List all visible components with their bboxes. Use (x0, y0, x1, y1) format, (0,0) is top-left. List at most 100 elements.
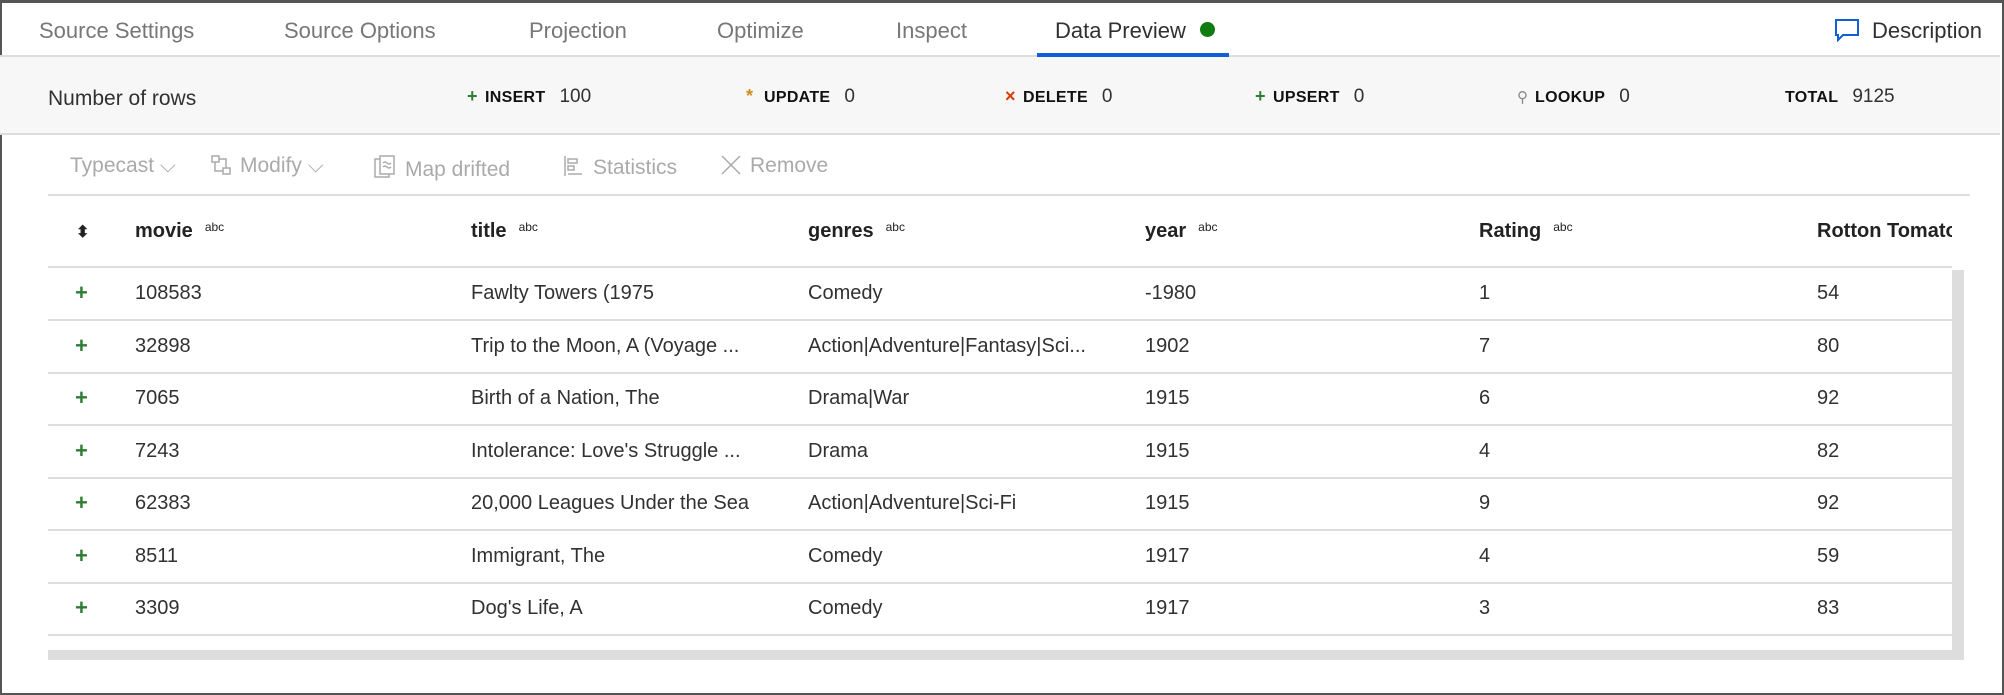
table-row[interactable]: +32898 Trip to the Moon, A (Voyage ... Act… (48, 321, 1952, 374)
modify-button[interactable]: Modify ⌵ (210, 154, 324, 178)
cell-title: Intolerance: Love's Struggle ... (471, 439, 741, 462)
statistics-label: Statistics (593, 156, 678, 179)
cell-movie: 7065 (135, 387, 180, 409)
cell-rating: 6 (1479, 387, 1491, 409)
stat-name: UPDATE (764, 89, 831, 106)
map-drifted-button[interactable]: Map drifted (373, 154, 510, 182)
cell-year: 1917 (1145, 544, 1190, 567)
stat-value: 0 (1619, 86, 1630, 107)
tab-bar: Source Settings Source Options Projectio… (0, 0, 2000, 57)
map-drifted-icon (374, 155, 395, 178)
statistics-icon (564, 156, 582, 176)
comment-icon (1834, 19, 1859, 43)
type-badge: abc (204, 220, 225, 234)
table-row[interactable]: +8511 Immigrant, The Comedy 1917 4 59 (48, 531, 1952, 584)
cell-year: 1915 (1145, 439, 1190, 462)
stat-value: 0 (844, 86, 855, 107)
cell-genres: Comedy (808, 282, 883, 304)
column-header-rotton-tomato[interactable]: Rotton Tomato (1817, 220, 1952, 242)
column-header-movie[interactable]: movie abc (135, 220, 225, 242)
toolbar: Typecast ⌵ Modify ⌵ Map drifted Statisti… (48, 152, 1970, 196)
table-row[interactable]: +108583 Fawlty Towers (1975 Comedy -1980 1 54 (48, 268, 1952, 321)
table-row[interactable]: +7065 Birth of a Nation, The Drama|War 1915… (48, 373, 1952, 426)
modify-label: Modify (240, 154, 302, 177)
insert-marker-icon: + (75, 332, 88, 358)
cell-year: 1915 (1145, 492, 1190, 514)
status-dot-icon (1199, 22, 1215, 37)
type-badge: abc (1553, 220, 1573, 234)
description-button[interactable]: Description (1834, 18, 1982, 44)
type-badge: abc (518, 220, 538, 234)
cell-genres: Comedy (808, 597, 883, 619)
table-row[interactable]: +7243 Intolerance: Love's Struggle ... Dra… (48, 426, 1952, 479)
cell-rotton-tomato: 92 (1817, 387, 1840, 409)
insert-marker-icon: + (75, 437, 88, 463)
stat-value: 100 (559, 86, 592, 107)
tab-source-options[interactable]: Source Options (284, 18, 436, 43)
asterisk-icon: * (746, 86, 754, 106)
typecast-button[interactable]: Typecast ⌵ (70, 154, 176, 178)
stat-insert: + INSERT 100 (467, 86, 591, 108)
cell-rating: 3 (1479, 597, 1491, 619)
tab-projection[interactable]: Projection (529, 18, 627, 43)
stat-name: INSERT (485, 89, 546, 106)
cell-title: Dog's Life, A (471, 597, 583, 619)
insert-marker-icon: + (75, 595, 88, 620)
insert-marker-icon: + (75, 280, 88, 305)
vertical-scrollbar[interactable] (1952, 270, 1964, 660)
insert-marker-icon: + (75, 385, 88, 410)
tab-data-preview[interactable]: Data Preview (1037, 18, 1229, 57)
stat-name: TOTAL (1785, 89, 1839, 106)
stat-update: * UPDATE 0 (746, 86, 855, 108)
stat-value: 9125 (1852, 86, 1895, 107)
remove-button[interactable]: Remove (720, 154, 828, 178)
plus-icon: + (467, 86, 478, 106)
column-header-genres[interactable]: genres abc (808, 220, 905, 242)
column-header-title[interactable]: title abc (471, 220, 538, 242)
stats-label: Number of rows (48, 87, 197, 110)
insert-marker-icon: + (75, 542, 88, 568)
tab-inspect[interactable]: Inspect (896, 18, 967, 43)
cell-rating: 7 (1479, 334, 1491, 357)
table-row[interactable]: +62383 20,000 Leagues Under the Sea Action… (48, 478, 1952, 531)
cell-movie: 3309 (135, 597, 180, 619)
cell-rating: 4 (1479, 439, 1491, 462)
sort-icon[interactable]: ⬍ (76, 224, 90, 241)
cell-rotton-tomato: 59 (1817, 544, 1840, 567)
cell-genres: Comedy (808, 544, 883, 567)
stat-name: LOOKUP (1535, 89, 1606, 106)
cell-movie: 32898 (135, 334, 191, 357)
cell-movie: 108583 (135, 282, 202, 304)
horizontal-scrollbar[interactable] (48, 650, 1952, 660)
cell-rotton-tomato: 80 (1817, 334, 1840, 357)
column-header-rating[interactable]: Rating abc (1479, 220, 1573, 242)
stat-value: 0 (1353, 86, 1365, 107)
chevron-down-icon: ⌵ (159, 154, 176, 177)
map-drifted-label: Map drifted (405, 158, 511, 181)
type-badge: abc (1198, 220, 1218, 234)
table-header: ⬍ movie abc title abc genres abc year abc Ra… (48, 198, 1952, 268)
cell-rotton-tomato: 92 (1817, 492, 1840, 514)
tab-optimize[interactable]: Optimize (717, 18, 804, 43)
chevron-down-icon: ⌵ (307, 154, 324, 177)
cell-rotton-tomato: 83 (1817, 597, 1840, 619)
table-row[interactable]: +3309 Dog's Life, A Comedy 1917 3 83 (48, 583, 1952, 636)
row-stats-bar: Number of rows + INSERT 100 * UPDATE 0 × DELE… (0, 57, 2000, 135)
cell-genres: Drama (808, 439, 869, 462)
cell-year: 1915 (1145, 387, 1190, 409)
cell-genres: Action|Adventure|Sci-Fi (808, 492, 1017, 514)
stat-delete: × DELETE 0 (1005, 86, 1113, 108)
statistics-button[interactable]: Statistics (563, 154, 677, 180)
cell-rotton-tomato: 54 (1817, 282, 1840, 304)
column-header-year[interactable]: year abc (1145, 220, 1218, 242)
cell-movie: 7243 (135, 439, 180, 462)
remove-label: Remove (750, 154, 829, 177)
x-icon: × (1005, 86, 1016, 106)
cell-genres: Drama|War (808, 387, 910, 409)
stat-name: UPSERT (1273, 89, 1340, 106)
cell-title: Immigrant, The (471, 544, 606, 567)
cell-movie: 62383 (135, 492, 191, 514)
tab-source-settings[interactable]: Source Settings (39, 18, 195, 43)
cell-rotton-tomato: 82 (1817, 439, 1840, 462)
